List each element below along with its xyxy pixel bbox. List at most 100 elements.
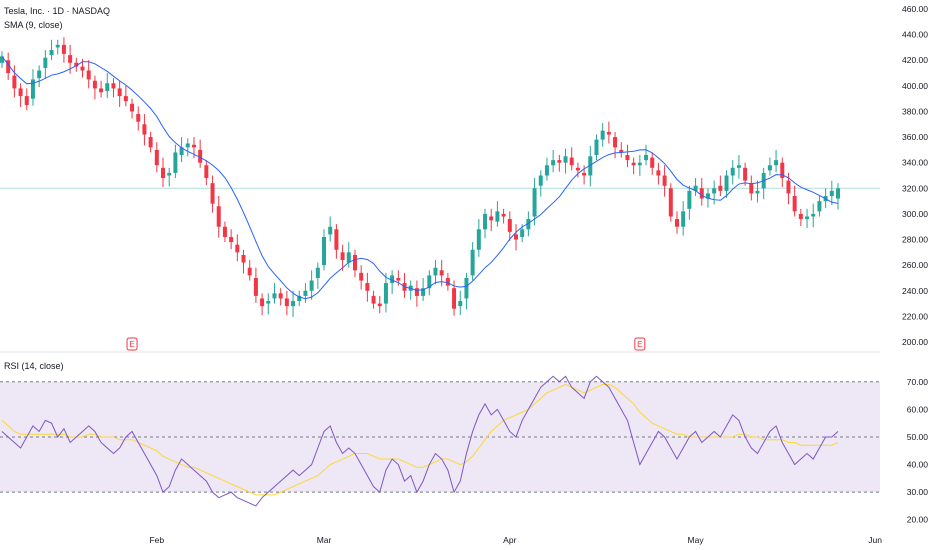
price-tick-label: 440.00 <box>902 30 928 40</box>
candle-body <box>755 190 760 194</box>
rsi-axis[interactable]: 70.00 60.00 50.00 40.00 30.00 20.00 <box>907 377 929 525</box>
rsi-pane[interactable] <box>0 375 880 507</box>
candle-body <box>427 275 432 289</box>
candle-body <box>30 79 35 99</box>
price-pane[interactable] <box>0 37 880 318</box>
candle-body <box>464 277 469 299</box>
candle-body <box>216 206 221 227</box>
candle-body <box>12 75 17 89</box>
earnings-markers[interactable]: EEE <box>126 337 932 351</box>
sma-line <box>1 56 839 300</box>
candle-body <box>37 70 42 79</box>
price-tick-label: 280.00 <box>902 235 928 245</box>
candle-body <box>811 213 816 217</box>
candle-body <box>743 167 748 181</box>
candle-body <box>718 185 723 191</box>
candle-body <box>43 57 48 68</box>
candle-body <box>371 295 376 304</box>
candle-body <box>352 254 357 271</box>
earnings-marker-label: E <box>637 340 642 349</box>
rsi-legend[interactable]: RSI (14, close) <box>4 361 64 371</box>
candle-body <box>80 66 85 71</box>
price-tick-label: 220.00 <box>902 311 928 321</box>
candle-body <box>445 277 450 286</box>
candle-body <box>489 216 494 221</box>
candle-body <box>458 301 463 307</box>
candle-body <box>650 157 655 168</box>
price-tick-label: 340.00 <box>902 158 928 168</box>
price-axis[interactable]: 460.00 440.00 420.00 400.00 380.00 360.00 340.… <box>902 4 928 347</box>
candle-body <box>322 236 327 266</box>
candle-body <box>730 167 735 176</box>
candle-body <box>774 160 779 166</box>
candle-body <box>235 244 240 253</box>
price-tick-label: 400.00 <box>902 81 928 91</box>
candle-body <box>625 155 630 161</box>
candle-body <box>340 252 345 261</box>
candle-body <box>662 175 667 186</box>
candle-body <box>724 175 729 191</box>
price-tick-label: 240.00 <box>902 286 928 296</box>
candle-body <box>544 165 549 176</box>
candle-body <box>786 180 791 194</box>
price-tick-label: 460.00 <box>902 4 928 14</box>
candle-body <box>563 156 568 163</box>
candle-body <box>495 211 500 222</box>
candle-body <box>674 219 679 227</box>
candle-body <box>204 165 209 179</box>
candle-body <box>346 252 351 263</box>
candle-body <box>538 175 543 186</box>
candle-body <box>526 219 531 230</box>
candle-body <box>167 172 172 176</box>
candle-body <box>315 267 320 278</box>
candle-body <box>123 96 128 102</box>
candle-body <box>439 270 444 276</box>
candle-body <box>829 190 834 196</box>
candle-body <box>606 131 611 135</box>
rsi-tick-label: 70.00 <box>907 377 929 387</box>
candle-body <box>557 160 562 163</box>
rsi-tick-label: 40.00 <box>907 460 929 470</box>
candle-body <box>173 152 178 173</box>
candle-body <box>377 303 382 307</box>
candle-body <box>767 165 772 171</box>
candle-body <box>551 160 556 166</box>
candle-body <box>798 213 803 220</box>
candle-body <box>68 55 73 63</box>
earnings-marker <box>126 337 138 351</box>
candle-body <box>687 190 692 209</box>
candle-body <box>303 290 308 296</box>
time-axis[interactable]: FebMarAprMayJunJul <box>149 535 932 545</box>
candle-body <box>421 288 426 296</box>
candle-body <box>111 83 116 89</box>
candle-body <box>61 44 66 54</box>
candle-body <box>520 229 525 237</box>
candle-body <box>631 162 636 166</box>
candle-body <box>266 301 271 304</box>
price-tick-label: 300.00 <box>902 209 928 219</box>
time-tick-label: Jun <box>868 535 882 545</box>
candle-body <box>513 234 518 240</box>
candle-body <box>241 254 246 263</box>
time-tick-label: Mar <box>317 535 332 545</box>
rsi-line <box>1 375 839 507</box>
sma-legend[interactable]: SMA (9, close) <box>4 20 63 30</box>
candle-body <box>6 60 11 74</box>
candle-body <box>501 213 506 217</box>
candle-body <box>836 188 840 199</box>
rsi-tick-label: 30.00 <box>907 487 929 497</box>
price-tick-label: 260.00 <box>902 260 928 270</box>
candle-body <box>588 156 593 176</box>
candle-body <box>817 201 822 212</box>
candle-body <box>668 188 673 217</box>
candle-body <box>185 143 190 148</box>
candle-body <box>92 80 97 89</box>
candle-body <box>433 267 438 276</box>
time-tick-label: May <box>688 535 705 545</box>
candle-body <box>582 172 587 176</box>
candle-body <box>600 130 605 140</box>
candle-body <box>569 157 574 166</box>
rsi-tick-label: 50.00 <box>907 432 929 442</box>
candle-body <box>365 283 370 291</box>
